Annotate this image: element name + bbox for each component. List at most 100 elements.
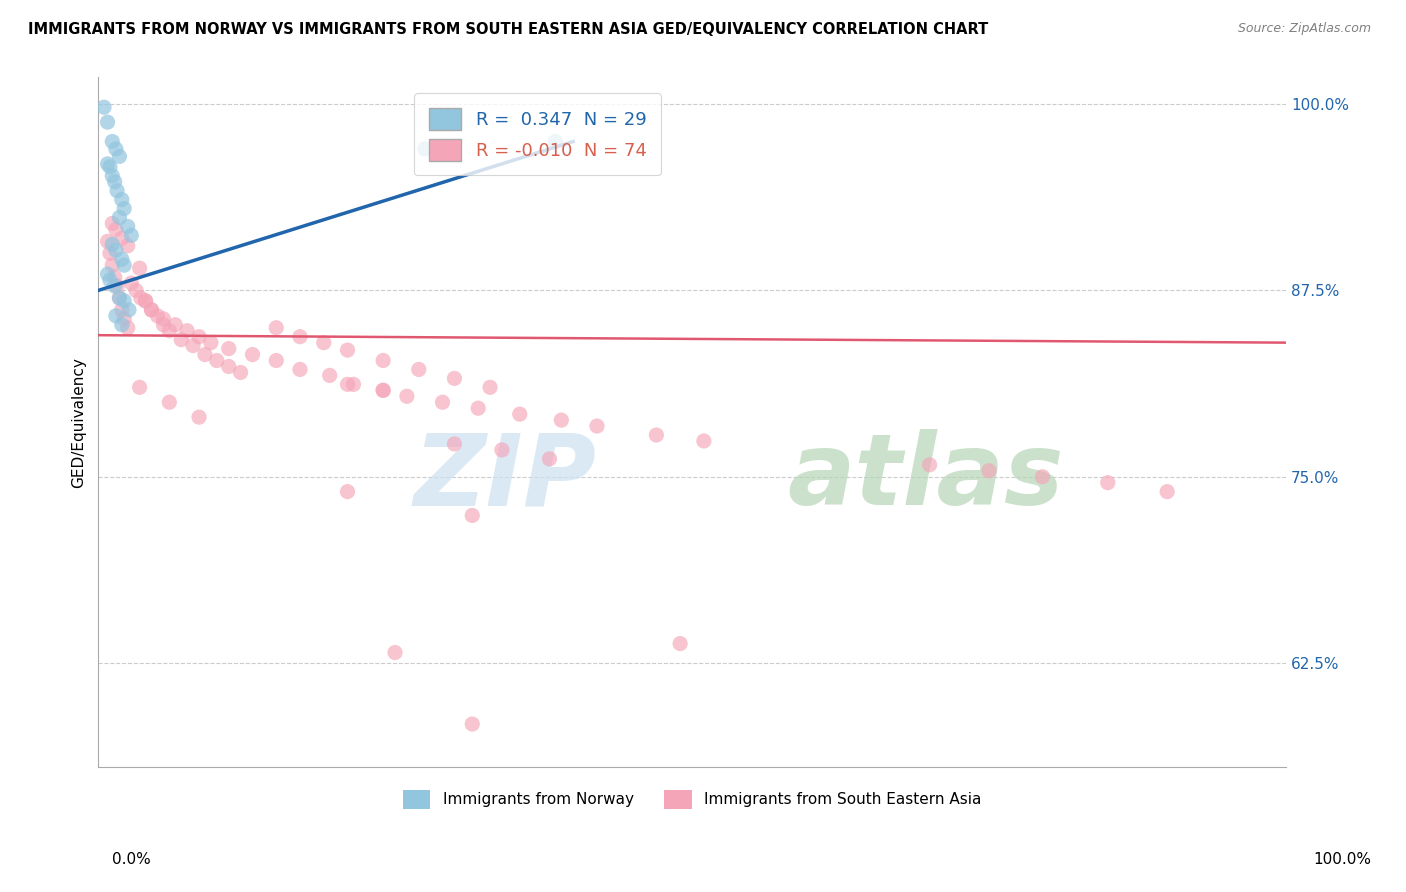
Point [101,258,124,272]
Point [104,279,127,293]
Point [157,324,180,338]
Point [112,202,135,216]
Point [111,231,134,245]
Point [120,228,142,243]
Point [141,302,163,317]
Point [170,333,193,347]
Text: ZIP: ZIP [413,429,598,526]
Point [129,291,152,305]
Point [111,318,134,332]
Point [96,267,118,281]
Point [188,410,211,425]
Point [117,239,139,253]
Point [200,335,222,350]
Point [218,359,240,374]
Point [111,193,134,207]
Point [373,353,395,368]
Point [112,258,135,272]
Point [93,100,115,114]
Point [96,115,118,129]
Point [108,291,131,305]
Point [312,335,335,350]
Point [117,320,139,334]
Point [176,324,198,338]
Point [509,407,531,421]
Point [152,318,174,332]
Point [104,142,127,156]
Point [384,646,406,660]
Point [104,222,127,236]
Point [413,142,436,156]
Point [443,371,465,385]
Point [141,302,163,317]
Point [550,413,572,427]
Point [461,717,484,731]
Point [264,353,287,368]
Legend: Immigrants from Norway, Immigrants from South Eastern Asia: Immigrants from Norway, Immigrants from … [396,784,987,814]
Point [135,293,157,308]
Point [491,442,513,457]
Point [977,464,1000,478]
Point [104,175,127,189]
Point [105,279,128,293]
Point [336,377,359,392]
Text: IMMIGRANTS FROM NORWAY VS IMMIGRANTS FROM SOUTH EASTERN ASIA GED/EQUIVALENCY COR: IMMIGRANTS FROM NORWAY VS IMMIGRANTS FRO… [28,22,988,37]
Point [342,377,364,392]
Point [105,184,128,198]
Point [229,366,252,380]
Point [242,347,264,361]
Point [288,362,311,376]
Point [181,338,204,352]
Point [188,329,211,343]
Point [479,380,502,394]
Point [108,149,131,163]
Point [669,637,692,651]
Point [408,362,430,376]
Point [125,284,148,298]
Point [461,508,484,523]
Point [443,437,465,451]
Point [108,211,131,225]
Point [101,237,124,252]
Point [96,157,118,171]
Point [194,347,217,361]
Point [104,270,127,285]
Point [98,160,121,174]
Point [98,273,121,287]
Point [1156,484,1178,499]
Y-axis label: GED/Equivalency: GED/Equivalency [72,357,86,488]
Point [135,293,157,308]
Point [336,484,359,499]
Point [120,276,142,290]
Point [693,434,716,448]
Point [165,318,187,332]
Point [373,384,395,398]
Text: 100.0%: 100.0% [1313,852,1371,867]
Point [218,342,240,356]
Point [111,302,134,317]
Point [152,311,174,326]
Point [101,217,124,231]
Point [918,458,941,472]
Point [128,261,150,276]
Point [586,419,609,434]
Point [288,329,311,343]
Point [98,246,121,260]
Point [264,320,287,334]
Point [117,219,139,234]
Text: atlas: atlas [787,429,1063,526]
Point [104,244,127,258]
Point [112,311,135,326]
Point [318,368,340,383]
Point [108,291,131,305]
Point [205,353,228,368]
Point [1097,475,1119,490]
Point [373,384,395,398]
Point [128,380,150,394]
Point [157,395,180,409]
Point [111,252,134,267]
Text: 0.0%: 0.0% [112,852,152,867]
Point [118,302,141,317]
Point [336,343,359,357]
Text: Source: ZipAtlas.com: Source: ZipAtlas.com [1237,22,1371,36]
